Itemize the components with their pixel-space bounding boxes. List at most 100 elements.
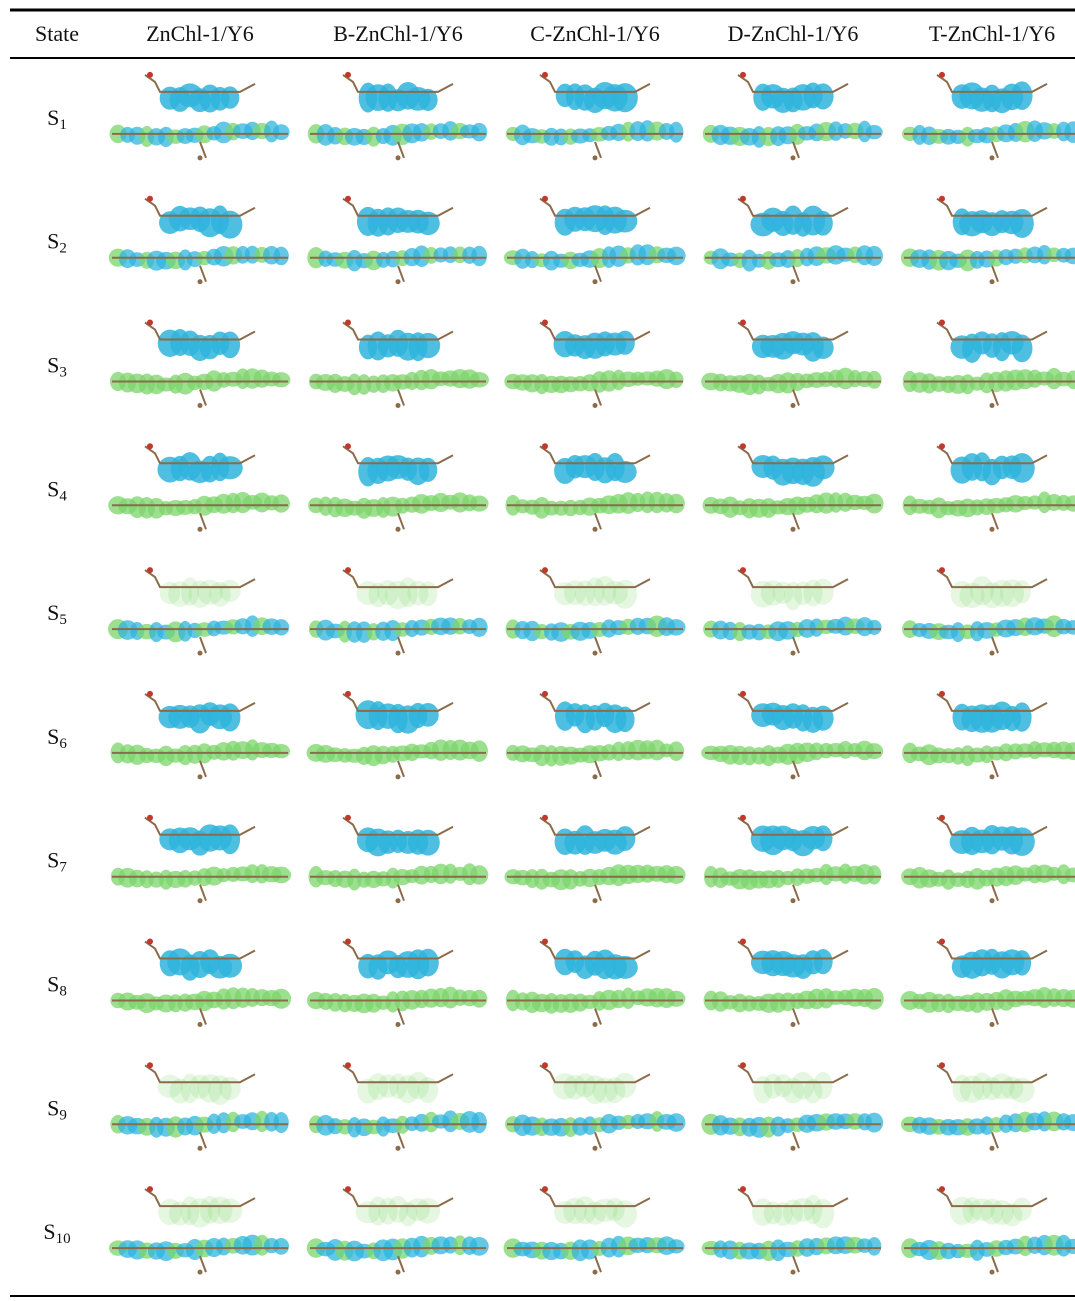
orbital-lobe: [272, 372, 290, 387]
molecule-chain: [793, 513, 799, 529]
atom: [345, 939, 351, 945]
state-label: S5: [47, 600, 67, 628]
atom: [198, 1146, 203, 1151]
state-label: S10: [43, 1219, 70, 1247]
orbital-lobe: [471, 990, 487, 1008]
atom: [791, 403, 796, 408]
atom: [147, 196, 153, 202]
atom: [593, 279, 598, 284]
orbital-image: [704, 939, 884, 1028]
molecule-chain: [992, 1132, 998, 1148]
orbital-lobe: [865, 1113, 883, 1133]
atom: [345, 443, 351, 449]
state-subscript: 1: [59, 117, 67, 133]
molecule-chain: [595, 761, 601, 777]
molecule-chain: [992, 1009, 998, 1025]
state-label: S6: [47, 724, 67, 752]
state-subscript: 9: [59, 1108, 67, 1124]
state-letter: S: [47, 1095, 59, 1120]
molecule-chain: [595, 637, 601, 653]
state-subscript: 4: [59, 489, 67, 505]
column-header: B-ZnChl-1/Y6: [333, 21, 463, 46]
orbital-lobe: [416, 333, 440, 358]
orbital-lobe: [417, 949, 439, 977]
atom: [396, 774, 401, 779]
orbital-lobe: [812, 579, 834, 605]
orbital-lobe: [814, 825, 833, 851]
atom: [740, 443, 746, 449]
molecule-chain: [595, 1256, 601, 1272]
state-letter: S: [47, 600, 59, 625]
state-letter: S: [47, 105, 59, 130]
atom: [990, 527, 995, 532]
molecule-chain: [398, 1132, 404, 1148]
atom: [542, 443, 548, 449]
atom: [990, 279, 995, 284]
orbital-image: [902, 691, 1075, 780]
orbital-lobe: [470, 495, 489, 511]
atom: [791, 898, 796, 903]
orbital-image: [903, 320, 1075, 409]
atom: [740, 320, 746, 326]
orbital-image: [111, 815, 291, 904]
atom: [593, 898, 598, 903]
atom: [939, 443, 945, 449]
orbital-lobe: [416, 1198, 440, 1223]
orbital-lobe: [273, 1238, 289, 1255]
atom: [198, 1022, 203, 1027]
orbital-lobe: [867, 620, 882, 635]
atom: [791, 155, 796, 160]
molecule-chain: [595, 513, 601, 529]
atom: [791, 1022, 796, 1027]
orbital-image: [504, 815, 685, 904]
molecule-chain: [595, 1132, 601, 1148]
orbital-lobe: [274, 247, 289, 266]
atom: [939, 196, 945, 202]
atom: [198, 279, 203, 284]
orbital-lobe: [1009, 827, 1035, 856]
orbital-lobe: [417, 703, 438, 727]
atom: [396, 651, 401, 656]
orbital-lobe: [865, 988, 884, 1010]
orbital-image: [309, 1062, 487, 1151]
orbital-image: [704, 815, 881, 904]
orbital-lobe: [470, 740, 488, 762]
orbital-lobe: [273, 619, 289, 635]
atom: [990, 651, 995, 656]
atom: [740, 196, 746, 202]
orbital-image: [108, 567, 289, 656]
orbital-lobe: [416, 830, 440, 856]
atom: [147, 320, 153, 326]
atom: [396, 279, 401, 284]
orbital-lobe: [1012, 702, 1031, 731]
orbital-image: [900, 939, 1075, 1028]
atom: [939, 691, 945, 697]
orbital-lobe: [1009, 453, 1034, 483]
atom: [990, 1146, 995, 1151]
orbital-lobe: [865, 494, 884, 514]
orbital-lobe: [1012, 1198, 1032, 1221]
orbital-image: [109, 1186, 289, 1275]
orbital-lobe: [220, 332, 240, 359]
atom: [740, 815, 746, 821]
molecule-chain: [992, 513, 998, 529]
orbital-lobe: [865, 246, 882, 266]
atom: [198, 651, 203, 656]
atom: [791, 527, 796, 532]
orbital-image: [504, 196, 686, 285]
molecule-chain: [793, 1009, 799, 1025]
atom: [939, 320, 945, 326]
atom: [990, 774, 995, 779]
atom: [740, 1062, 746, 1068]
atom: [345, 815, 351, 821]
orbital-lobe: [812, 83, 833, 109]
atom: [396, 1270, 401, 1275]
orbital-lobe: [469, 372, 489, 387]
orbital-image: [704, 196, 883, 285]
atom: [990, 1270, 995, 1275]
atom: [542, 1062, 548, 1068]
atom: [198, 898, 203, 903]
atom: [396, 527, 401, 532]
orbital-lobe: [667, 1113, 686, 1132]
atom: [593, 403, 598, 408]
